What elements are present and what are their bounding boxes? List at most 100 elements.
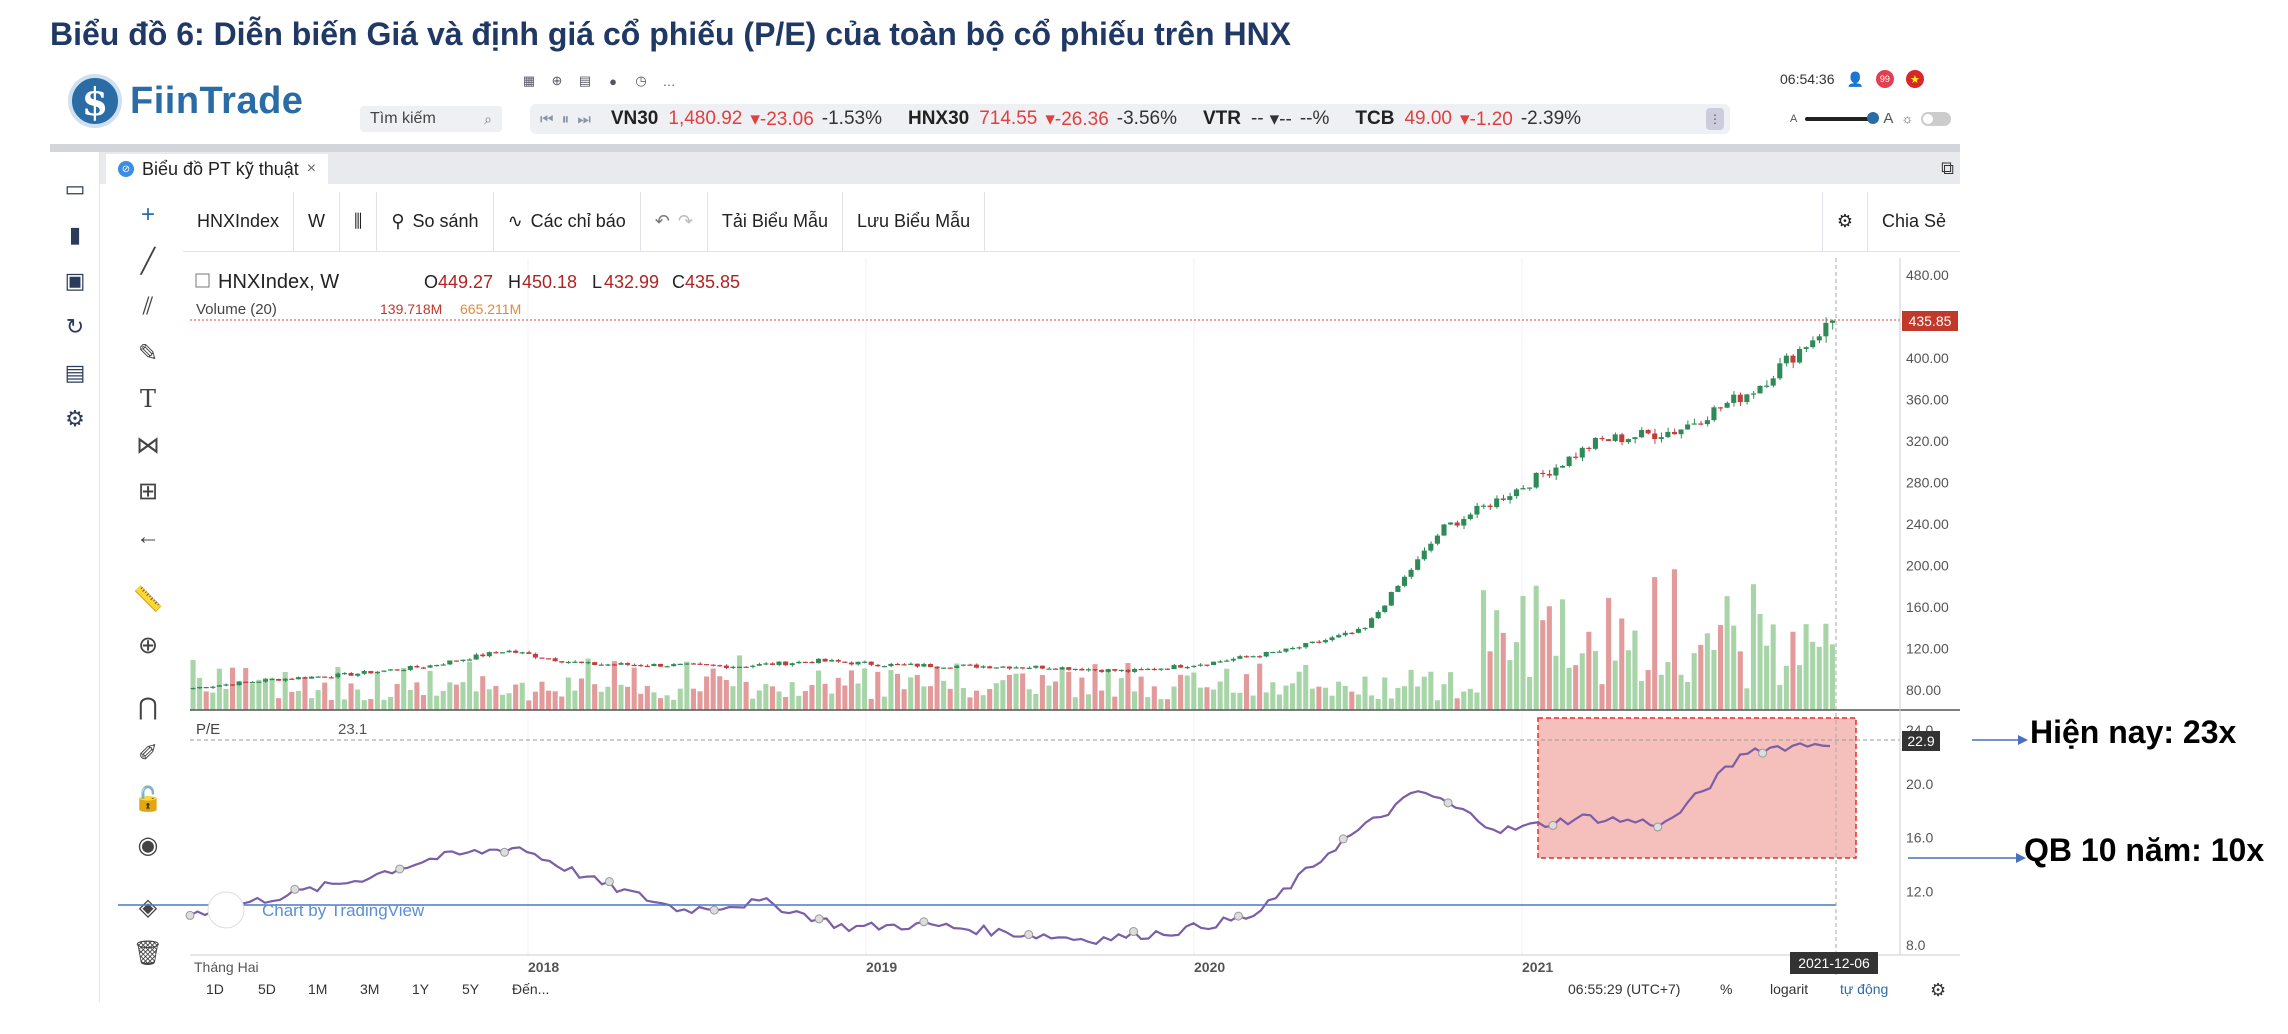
fiintrade-logo[interactable]: $ FiinTrade — [68, 74, 303, 128]
theme-toggle[interactable] — [1921, 111, 1952, 126]
indicators-button[interactable]: ∿ Các chỉ báo — [494, 192, 641, 251]
zoom-in-icon[interactable]: ⊕ — [137, 631, 159, 659]
range-1m[interactable]: 1M — [308, 981, 327, 997]
redo-icon[interactable]: ↷ — [677, 211, 693, 231]
candle — [1099, 669, 1105, 672]
trash-icon[interactable]: 🗑 — [132, 939, 164, 967]
candle — [1586, 447, 1592, 450]
layout-icon[interactable]: ▮ — [68, 222, 82, 247]
chart-settings-icon[interactable]: ⚙ — [1821, 192, 1867, 251]
pe-marker — [1129, 927, 1139, 937]
collapse-legend-icon[interactable] — [195, 273, 210, 288]
candle — [328, 677, 334, 679]
eye-icon[interactable]: ◉ — [137, 831, 159, 859]
ticker-more-icon[interactable]: ⋮ — [1706, 108, 1724, 130]
percent-toggle[interactable]: % — [1720, 981, 1732, 997]
user-icon[interactable]: 👤 — [1846, 70, 1864, 87]
volume-bar — [447, 682, 453, 710]
volume-bar — [420, 695, 427, 710]
back-arrow-icon[interactable]: ← — [136, 523, 160, 550]
grid-icon[interactable]: ▦ — [522, 73, 536, 88]
ticker-item[interactable]: TCB 49.00 ▾-1.20 -2.39% — [1355, 108, 1581, 131]
volume-bar — [585, 658, 591, 710]
load-template-button[interactable]: Tải Biểu Mẫu — [708, 192, 843, 251]
price-tick: 280.00 — [1906, 475, 1949, 491]
share-button[interactable]: Chia Sẻ — [1866, 192, 1960, 251]
text-tool-icon[interactable]: T — [139, 385, 156, 413]
brush-icon[interactable]: ✎ — [137, 339, 159, 367]
price-tick: 400.00 — [1906, 350, 1949, 366]
auto-toggle[interactable]: tự động — [1840, 981, 1888, 997]
search-input[interactable]: Tìm kiếm ⌕ — [360, 106, 502, 132]
trend-line-icon[interactable]: ╱ — [140, 247, 156, 275]
log-toggle[interactable]: logarit — [1770, 981, 1808, 997]
drawing-toolbar: + ╱ ⫽ ✎ T ⋈ ⊞ ← 📏 ⊕ ⋂ ✐ 🔓 ◉ ◈ 🗑 — [116, 192, 180, 992]
calendar-icon[interactable]: ▤ — [578, 73, 592, 88]
ticker-item[interactable]: VTR -- ▾-- --% — [1203, 108, 1329, 131]
layers-icon[interactable]: ◈ — [138, 893, 158, 921]
symbol-selector[interactable]: HNXIndex — [183, 192, 295, 251]
window-icon[interactable]: ▭ — [64, 176, 86, 201]
undo-icon[interactable]: ↶ — [654, 211, 670, 231]
tab-technical-chart[interactable]: ⊘ Biểu đồ PT kỹ thuật × — [106, 154, 329, 184]
ticker-price: -- — [1250, 108, 1264, 129]
vietnam-flag-icon[interactable]: ★ — [1905, 70, 1924, 88]
crosshair-icon[interactable]: + — [140, 201, 155, 228]
candle — [1619, 434, 1625, 443]
close-icon[interactable]: × — [306, 160, 317, 177]
slider-knob[interactable] — [1867, 111, 1880, 124]
candle — [1395, 585, 1401, 592]
ticker-item[interactable]: HNX30 714.55 ▾-26.36 -3.56% — [908, 108, 1177, 131]
volume-bar — [1211, 689, 1217, 710]
range-custom[interactable]: Đến... — [512, 981, 549, 997]
interval-selector[interactable]: W — [294, 192, 341, 251]
volume-bar — [743, 682, 749, 710]
excel-icon[interactable]: ▤ — [64, 360, 86, 385]
candle-type-icon[interactable]: ⫼ — [340, 192, 378, 251]
settings-gear-icon[interactable]: ⚙ — [65, 406, 85, 431]
candle — [223, 684, 229, 686]
volume-bar — [592, 684, 598, 710]
volume-bar — [1744, 688, 1750, 710]
volume-bar — [783, 696, 789, 710]
save-icon[interactable]: ▣ — [64, 268, 86, 293]
tradingview-logo-icon[interactable] — [207, 891, 245, 929]
candle — [1592, 438, 1598, 449]
range-5d[interactable]: 5D — [258, 981, 276, 997]
range-1d[interactable]: 1D — [206, 981, 224, 997]
range-settings-icon[interactable]: ⚙ — [1930, 980, 1946, 1000]
ruler-icon[interactable]: 📏 — [133, 585, 163, 613]
refresh-icon[interactable]: ↻ — [65, 314, 85, 339]
volume-bar — [1823, 623, 1829, 710]
clock-icon[interactable]: ◷ — [635, 73, 647, 88]
lock-drawing-icon[interactable]: ✐ — [137, 739, 159, 767]
range-1y[interactable]: 1Y — [412, 981, 430, 997]
zoom-icon[interactable]: ⊕ — [551, 73, 563, 88]
unlock-icon[interactable]: 🔓 — [133, 785, 163, 813]
save-template-button[interactable]: Lưu Biểu Mẫu — [843, 192, 986, 251]
popout-icon[interactable]: ⧉ — [1941, 158, 1954, 178]
candle — [1362, 627, 1368, 630]
range-3m[interactable]: 3M — [360, 981, 379, 997]
font-size-slider[interactable] — [1805, 111, 1880, 124]
tradingview-watermark[interactable]: Chart by TradingView — [262, 901, 425, 920]
candle — [1230, 658, 1236, 661]
range-5y[interactable]: 5Y — [462, 981, 480, 997]
volume-bar — [1375, 699, 1381, 710]
compare-button[interactable]: ⚲ So sánh — [377, 192, 494, 251]
dollar-icon[interactable]: ● — [609, 73, 617, 89]
volume-bar — [249, 683, 255, 710]
candle — [1303, 643, 1309, 648]
fib-tool-icon[interactable]: ⫽ — [142, 293, 154, 320]
pattern-tool-icon[interactable]: ⋈ — [136, 431, 160, 459]
candle — [1625, 439, 1631, 443]
ticker-item[interactable]: VN30 1,480.92 ▾-23.06 -1.53% — [611, 108, 882, 131]
ticker-nav-icon[interactable]: ⏮ ⏸ ⏭ — [540, 110, 593, 128]
more-icon[interactable]: … — [662, 73, 676, 89]
notification-badge[interactable]: 99 — [1875, 70, 1894, 88]
candle — [743, 666, 749, 668]
prediction-tool-icon[interactable]: ⊞ — [137, 477, 159, 505]
volume-bar — [1270, 682, 1276, 710]
magnet-icon[interactable]: ⋂ — [138, 693, 158, 721]
